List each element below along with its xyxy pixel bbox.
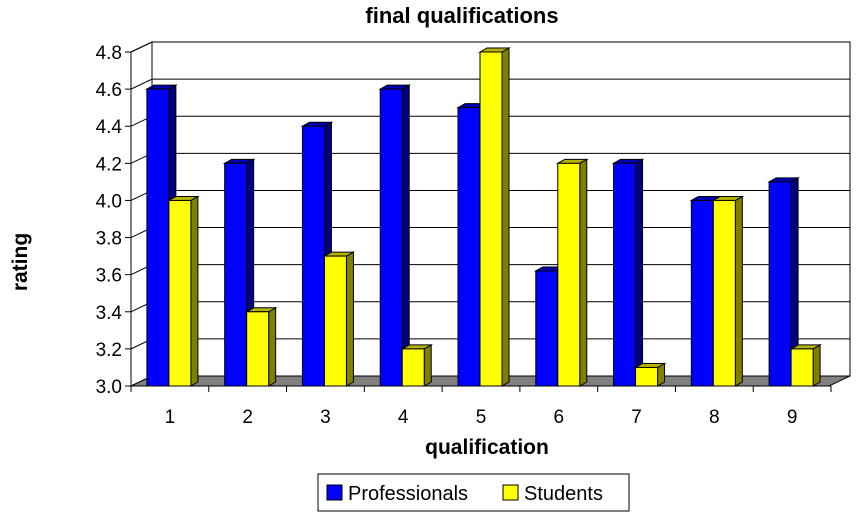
- bar-students: [712, 199, 736, 387]
- plot-area: 3.0 3.2 3.4 3.6 3.8 4.0 4.2 4.4 4.6 4.8 1 2 3 4 5 6 7 8 9: [96, 41, 851, 428]
- bar-side-professionals: [635, 158, 644, 387]
- y-tick-label: 3.2: [96, 340, 122, 361]
- bar-professionals: [613, 162, 637, 387]
- bar-side-students: [345, 251, 354, 387]
- bar-students: [401, 348, 425, 387]
- gridline: [130, 41, 850, 53]
- bar-professionals: [768, 181, 792, 387]
- x-tick-label: 1: [165, 407, 176, 428]
- bar-side-students: [734, 195, 743, 387]
- bar-students: [168, 199, 192, 387]
- bar-students: [323, 255, 347, 387]
- bar-side-students: [812, 344, 821, 387]
- x-axis-title: qualification: [425, 436, 549, 459]
- bar-students: [246, 311, 270, 387]
- bar-side-students: [423, 344, 432, 387]
- bar-students: [635, 366, 659, 387]
- legend-label-professionals: Professionals: [348, 483, 468, 505]
- x-tick-label: 3: [320, 407, 331, 428]
- bar-students: [557, 162, 581, 387]
- bar-students: [790, 348, 814, 387]
- chart-title: final qualifications: [365, 3, 558, 28]
- x-tick-label: 7: [631, 407, 642, 428]
- y-tick-label: 4.4: [96, 117, 123, 138]
- legend-label-students: Students: [524, 483, 603, 505]
- y-tick-label: 4.6: [96, 80, 122, 101]
- bar-professionals: [301, 125, 325, 387]
- x-tick-label: 6: [553, 407, 564, 428]
- gridline: [130, 78, 850, 90]
- bar-side-professionals: [401, 84, 410, 387]
- y-axis-title: rating: [9, 233, 32, 291]
- bar-side-students: [268, 306, 277, 387]
- legend-swatch-professionals: [326, 484, 343, 501]
- bar-professionals: [146, 88, 170, 387]
- y-tick-label: 3.4: [96, 303, 123, 324]
- y-tick-label: 4.2: [96, 154, 122, 175]
- x-tick-label: 4: [398, 407, 409, 428]
- bar-students: [479, 51, 503, 387]
- x-tick-label: 9: [787, 407, 798, 428]
- bar-side-students: [190, 195, 199, 387]
- legend-box: [317, 473, 630, 512]
- x-tick-label: 5: [476, 407, 487, 428]
- y-tick-label: 3.6: [96, 266, 122, 287]
- y-tick-label: 3.0: [96, 377, 122, 398]
- y-tick-label: 3.8: [96, 229, 122, 250]
- x-tick-label: 2: [242, 407, 253, 428]
- legend: Professionals Students: [317, 473, 630, 512]
- bar-professionals: [379, 88, 403, 387]
- x-tick-label: 8: [709, 407, 720, 428]
- legend-swatch-students: [502, 484, 519, 501]
- bar-side-students: [579, 158, 588, 387]
- y-tick-label: 4.0: [96, 191, 122, 212]
- bar-professionals: [224, 162, 248, 387]
- bar-professionals: [457, 107, 481, 387]
- bar-professionals: [535, 270, 559, 387]
- y-tick-label: 4.8: [96, 43, 122, 64]
- bar-side-students: [501, 47, 510, 387]
- bar-professionals: [690, 199, 714, 387]
